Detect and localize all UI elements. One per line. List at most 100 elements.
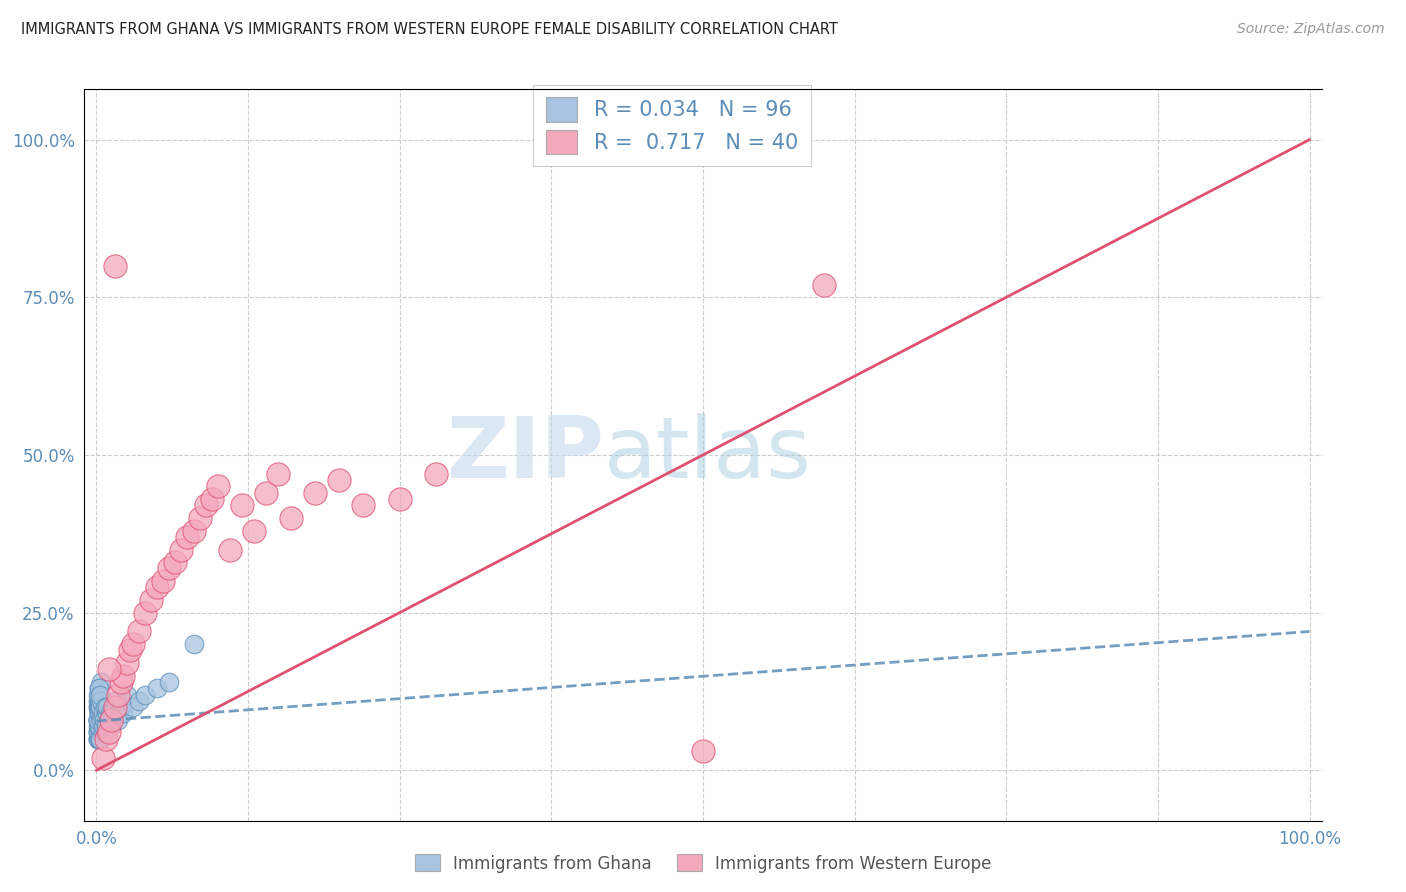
Point <box>97 713 120 727</box>
Point <box>86 713 108 727</box>
Point <box>89 713 111 727</box>
Point <box>89 706 111 721</box>
Point <box>91 713 114 727</box>
Point <box>110 700 132 714</box>
Point <box>86 700 108 714</box>
Point <box>425 467 447 481</box>
Point <box>96 700 118 714</box>
Point <box>93 713 115 727</box>
Point <box>90 713 112 727</box>
Point <box>90 700 112 714</box>
Point <box>115 656 138 670</box>
Point <box>100 719 122 733</box>
Point <box>93 719 115 733</box>
Point <box>86 725 108 739</box>
Point <box>87 719 110 733</box>
Point <box>86 725 108 739</box>
Point <box>254 485 277 500</box>
Point <box>93 713 115 727</box>
Point <box>86 731 108 746</box>
Point <box>243 524 266 538</box>
Legend: Immigrants from Ghana, Immigrants from Western Europe: Immigrants from Ghana, Immigrants from W… <box>408 847 998 880</box>
Point <box>87 706 110 721</box>
Point <box>89 694 111 708</box>
Point <box>89 731 111 746</box>
Point <box>87 725 110 739</box>
Point <box>201 491 224 506</box>
Point <box>89 700 111 714</box>
Point <box>91 719 114 733</box>
Point <box>110 674 132 689</box>
Point <box>90 694 112 708</box>
Point <box>86 725 108 739</box>
Point <box>97 662 120 676</box>
Point <box>87 681 110 696</box>
Point <box>112 706 135 721</box>
Point <box>231 499 253 513</box>
Point <box>87 700 110 714</box>
Point <box>90 674 112 689</box>
Point <box>89 725 111 739</box>
Point <box>112 668 135 682</box>
Point <box>134 606 156 620</box>
Point <box>91 750 114 764</box>
Point <box>146 681 169 696</box>
Point <box>183 524 205 538</box>
Point <box>87 719 110 733</box>
Point <box>157 674 180 689</box>
Point <box>813 277 835 292</box>
Point <box>139 593 162 607</box>
Point <box>87 731 110 746</box>
Point <box>219 542 242 557</box>
Point <box>86 694 108 708</box>
Point <box>97 725 120 739</box>
Point <box>89 700 111 714</box>
Point <box>134 688 156 702</box>
Point <box>87 731 110 746</box>
Point <box>89 706 111 721</box>
Point <box>86 719 108 733</box>
Point <box>280 511 302 525</box>
Text: Source: ZipAtlas.com: Source: ZipAtlas.com <box>1237 22 1385 37</box>
Point <box>87 681 110 696</box>
Point <box>87 694 110 708</box>
Point <box>157 561 180 575</box>
Point <box>87 700 110 714</box>
Point <box>89 700 111 714</box>
Point <box>89 706 111 721</box>
Point <box>86 688 108 702</box>
Point <box>89 725 111 739</box>
Point <box>87 719 110 733</box>
Point <box>86 713 108 727</box>
Text: atlas: atlas <box>605 413 813 497</box>
Point <box>207 479 229 493</box>
Point <box>86 713 108 727</box>
Point <box>87 694 110 708</box>
Point <box>104 259 127 273</box>
Point <box>93 719 115 733</box>
Point <box>87 706 110 721</box>
Text: IMMIGRANTS FROM GHANA VS IMMIGRANTS FROM WESTERN EUROPE FEMALE DISABILITY CORREL: IMMIGRANTS FROM GHANA VS IMMIGRANTS FROM… <box>21 22 838 37</box>
Point <box>90 706 112 721</box>
Text: ZIP: ZIP <box>446 413 605 497</box>
Point <box>94 700 117 714</box>
Point <box>86 700 108 714</box>
Point <box>89 713 111 727</box>
Point <box>91 725 114 739</box>
Point <box>90 713 112 727</box>
Point <box>91 706 114 721</box>
Point <box>90 719 112 733</box>
Point <box>352 499 374 513</box>
Point <box>87 719 110 733</box>
Point <box>86 713 108 727</box>
Point <box>128 624 150 639</box>
Point <box>96 706 118 721</box>
Point <box>194 499 217 513</box>
Point <box>267 467 290 481</box>
Point <box>104 694 127 708</box>
Point <box>87 706 110 721</box>
Point <box>101 706 124 721</box>
Point <box>120 643 142 657</box>
Point <box>115 688 138 702</box>
Point <box>89 725 111 739</box>
